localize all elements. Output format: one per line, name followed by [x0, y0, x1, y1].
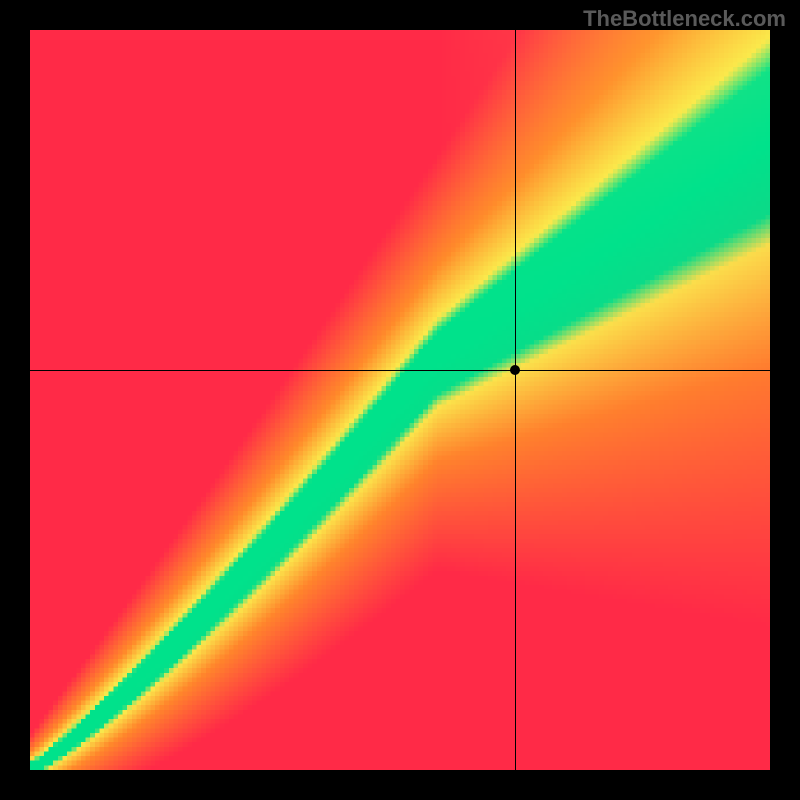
watermark-text: TheBottleneck.com: [583, 6, 786, 32]
heatmap-plot: [30, 30, 770, 770]
crosshair-vertical: [515, 30, 516, 770]
intersection-marker: [510, 365, 520, 375]
heatmap-canvas: [30, 30, 770, 770]
crosshair-horizontal: [30, 370, 770, 371]
